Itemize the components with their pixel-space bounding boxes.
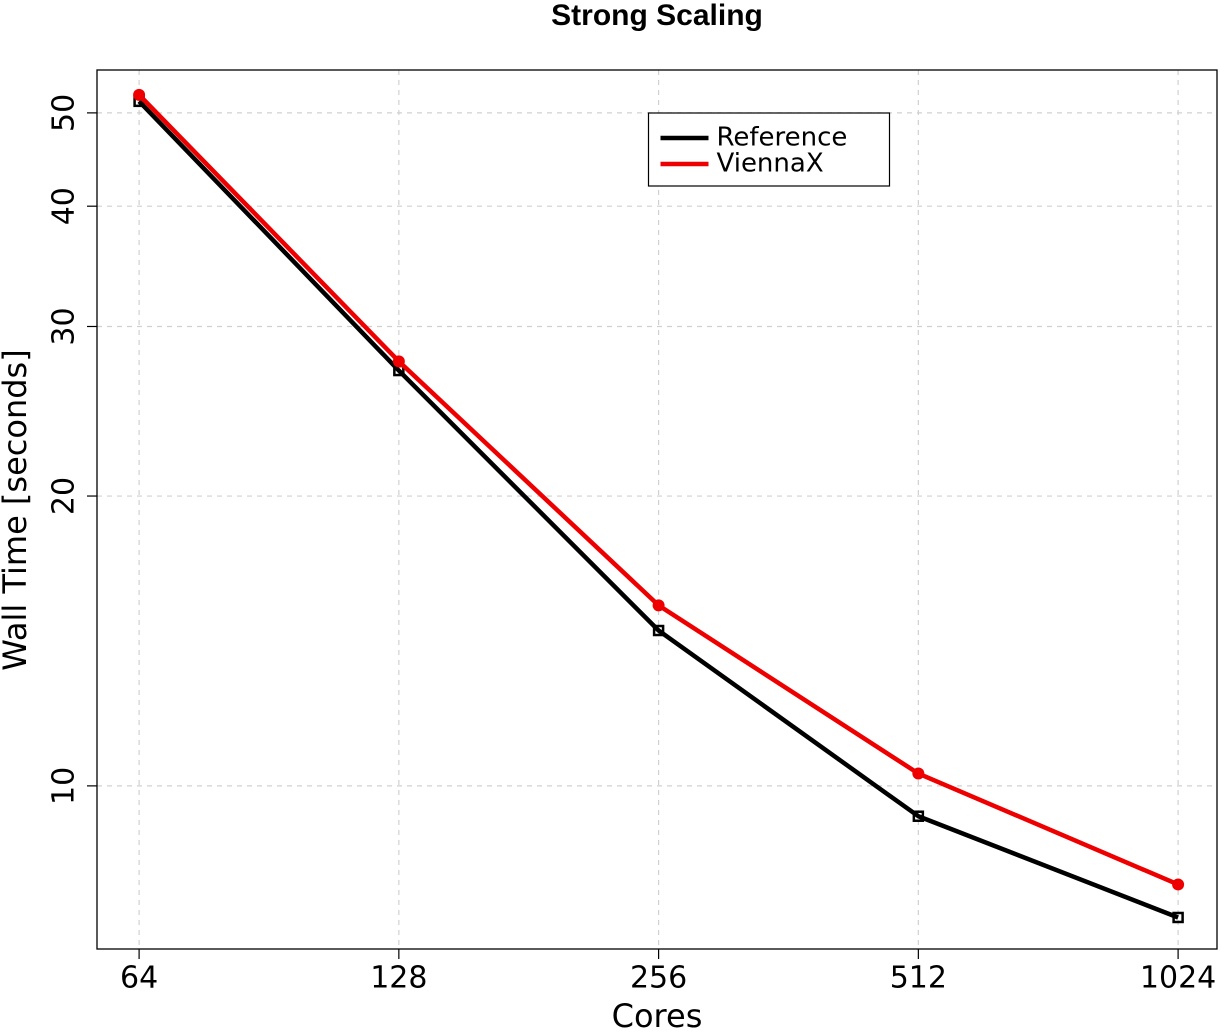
x-tick-label: 256 <box>630 961 687 996</box>
y-tick-label: 50 <box>47 94 82 132</box>
x-axis-label: Cores <box>612 997 703 1035</box>
legend-box <box>647 112 891 187</box>
y-tick-label: 40 <box>47 187 82 225</box>
legend-label: Reference <box>717 123 848 153</box>
point <box>1172 878 1185 891</box>
x-tick-label: 1024 <box>1140 961 1216 996</box>
point <box>652 599 665 612</box>
point <box>1172 911 1184 924</box>
legend-label: ViennaX <box>717 149 824 179</box>
chart-title: Strong Scaling <box>551 0 763 32</box>
y-axis-label: Wall Time [seconds] <box>0 349 34 670</box>
x-tick-label: 128 <box>370 961 427 996</box>
series-line <box>137 99 1179 920</box>
point <box>133 88 146 101</box>
y-tick-label: 10 <box>47 767 82 805</box>
plot-frame <box>96 69 1218 950</box>
point <box>652 624 665 637</box>
point <box>912 767 925 780</box>
point <box>392 355 405 368</box>
y-tick-label: 30 <box>47 307 82 345</box>
x-tick-label: 64 <box>120 961 158 996</box>
x-tick-label: 512 <box>890 961 947 996</box>
y-tick-label: 20 <box>47 477 82 515</box>
point <box>912 810 925 822</box>
